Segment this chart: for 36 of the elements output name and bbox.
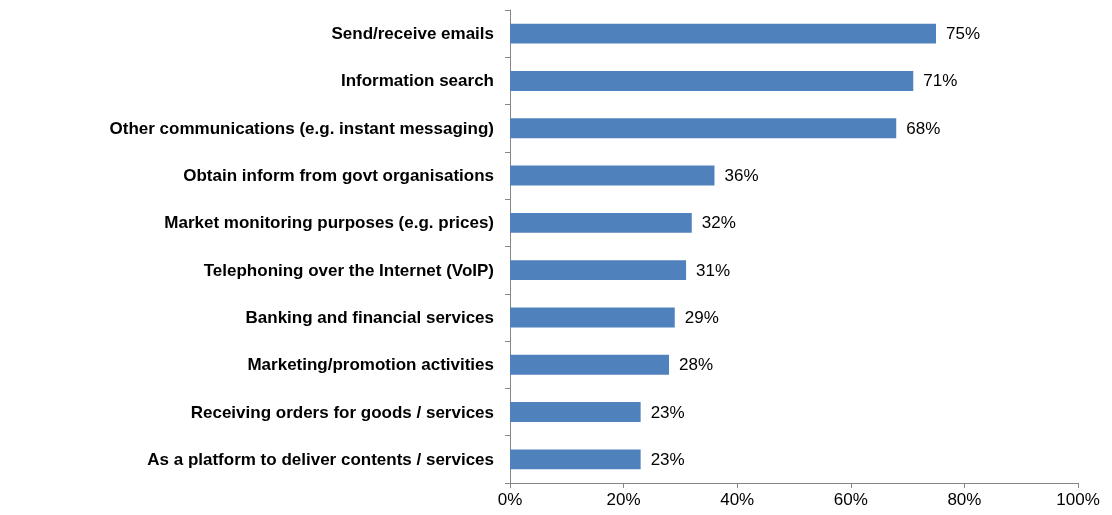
data-label: 23% [650, 402, 685, 422]
y-tick-label: Telephoning over the Internet (VoIP) [203, 260, 494, 280]
x-tick-label: 40% [720, 490, 755, 509]
data-label: 31% [696, 260, 731, 280]
bar [510, 307, 675, 328]
bar [510, 402, 641, 422]
y-tick-label: Information search [340, 71, 494, 91]
data-label: 68% [906, 118, 941, 138]
y-tick-label: Obtain inform from govt organisations [183, 166, 494, 186]
bar [510, 449, 641, 470]
y-tick-label: Banking and financial services [245, 307, 494, 327]
x-tick-label: 20% [606, 490, 641, 509]
bar [510, 23, 936, 44]
data-label: 23% [650, 449, 685, 469]
bar [510, 354, 670, 375]
x-tick-label: 60% [833, 490, 868, 509]
bar [510, 212, 692, 233]
x-tick-label: 80% [947, 490, 982, 509]
bar [510, 118, 897, 139]
y-tick-label: Receiving orders for goods / services [190, 402, 494, 422]
x-tick-label: 100% [1056, 490, 1100, 509]
y-tick-label: Market monitoring purposes (e.g. prices) [164, 213, 494, 233]
bar [510, 71, 914, 91]
data-label: 32% [701, 213, 736, 233]
y-tick-label: As a platform to deliver contents / services [147, 449, 494, 469]
y-tick-label: Send/receive emails [331, 24, 494, 44]
bar [510, 260, 687, 281]
data-label: 28% [679, 355, 714, 375]
bar [510, 165, 715, 186]
data-label: 36% [724, 166, 759, 186]
y-tick-label: Other communications (e.g. instant messaging) [109, 118, 494, 138]
data-label: 75% [946, 24, 981, 44]
y-tick-label: Marketing/promotion activities [247, 355, 494, 375]
x-tick-label: 0% [497, 490, 523, 509]
data-label: 29% [684, 307, 719, 327]
data-label: 71% [923, 71, 958, 91]
